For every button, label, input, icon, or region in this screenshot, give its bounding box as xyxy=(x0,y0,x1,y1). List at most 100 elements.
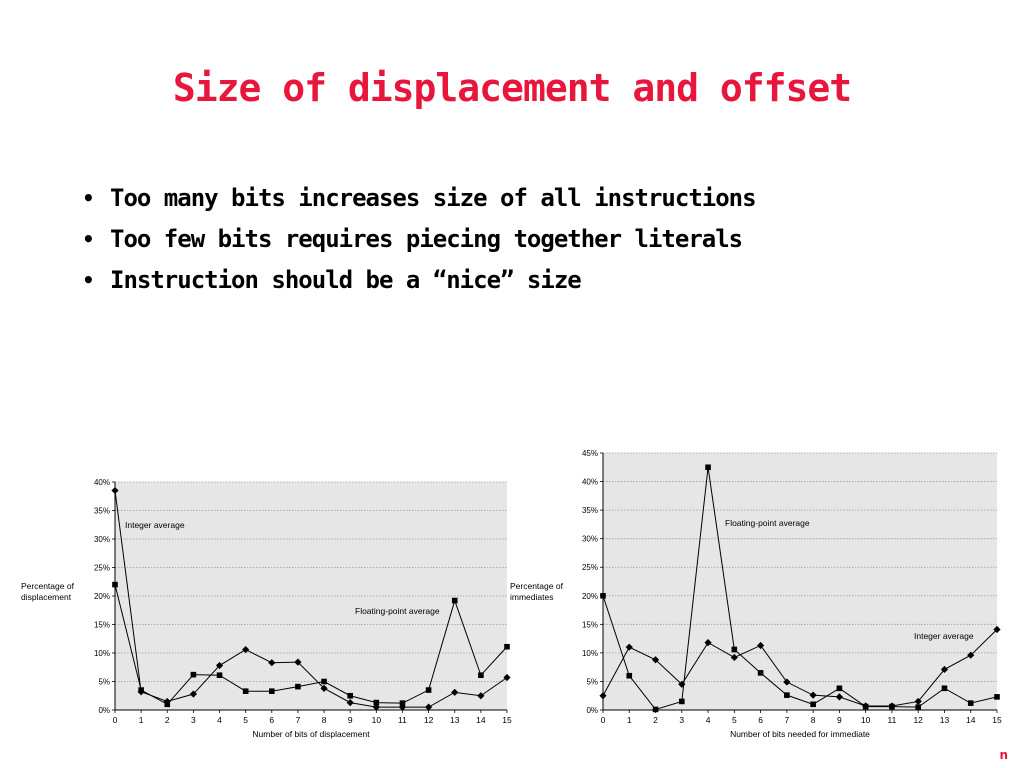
y-tick-label: 35% xyxy=(582,506,598,515)
x-tick-label: 1 xyxy=(627,715,632,725)
data-point-diamond xyxy=(398,703,407,711)
data-point-square xyxy=(347,692,353,699)
chart-1: 0%5%10%15%20%25%30%35%40%0 1 2 3 4 5 6 7 8 9 10 11 1… xyxy=(21,478,512,739)
y-tick-label: 15% xyxy=(94,621,110,630)
x-tick-label: 15 xyxy=(502,715,512,725)
y-axis-label-line: Percentage of xyxy=(510,581,564,591)
x-tick-label: 4 xyxy=(217,715,222,725)
x-tick-label: 14 xyxy=(476,715,486,725)
data-point-diamond xyxy=(783,678,791,686)
x-tick-label: 7 xyxy=(784,715,789,725)
data-point-diamond xyxy=(268,659,276,667)
series-line-1 xyxy=(114,490,508,708)
data-point-diamond xyxy=(503,673,511,682)
y-tick-label: 25% xyxy=(582,563,598,572)
data-point-square xyxy=(478,672,484,679)
y-tick-label: 20% xyxy=(582,592,598,601)
x-tick-label: 3 xyxy=(679,715,684,725)
x-tick-label: 5 xyxy=(732,715,737,725)
x-tick-label: 1 xyxy=(139,715,144,725)
x-tick-label: 5 xyxy=(243,715,248,725)
y-tick-label: 35% xyxy=(94,507,110,516)
data-point-square xyxy=(269,688,275,694)
x-tick-label: 10 xyxy=(861,715,871,725)
data-point-square xyxy=(425,687,432,693)
data-point-diamond xyxy=(967,651,975,659)
data-point-square xyxy=(915,704,921,710)
x-tick-label: 13 xyxy=(940,715,950,725)
y-tick-label: 40% xyxy=(582,478,598,487)
y-tick-label: 5% xyxy=(586,677,598,686)
data-point-diamond xyxy=(625,643,633,651)
x-tick-label: 10 xyxy=(372,715,382,725)
x-tick-label: 9 xyxy=(348,715,353,725)
bullet-list: • Too many bits increases size of all ins… xyxy=(82,178,757,301)
x-axis-label: Number of bits of displacement xyxy=(252,729,370,739)
bullet-text: Instruction should be a “nice” size xyxy=(110,266,582,294)
x-tick-label: 8 xyxy=(811,715,816,725)
y-axis-label: Percentage of displacement xyxy=(21,581,75,602)
data-point-diamond xyxy=(242,645,250,654)
y-tick-label: 45% xyxy=(582,449,598,458)
y-tick-label: 10% xyxy=(94,649,110,658)
plot-background xyxy=(603,453,997,710)
data-point-square xyxy=(810,701,816,708)
data-point-diamond xyxy=(372,703,380,711)
data-point-diamond xyxy=(346,698,354,707)
y-axis-label-line: immediates xyxy=(510,592,553,602)
bullet-item: • Too few bits requires piecing together … xyxy=(82,219,756,260)
data-point-diamond xyxy=(477,692,485,700)
y-tick-label: 5% xyxy=(98,678,110,687)
data-point-diamond xyxy=(320,684,328,692)
data-point-square xyxy=(600,592,606,599)
bullet-item: • Instruction should be a “nice” size xyxy=(82,260,756,301)
y-tick-label: 25% xyxy=(94,564,110,573)
data-point-square xyxy=(295,683,301,690)
data-point-diamond xyxy=(835,693,843,701)
x-tick-label: 0 xyxy=(601,715,606,725)
bullet-icon: • xyxy=(82,227,95,251)
data-point-square xyxy=(451,597,458,604)
x-tick-label: 7 xyxy=(296,715,301,725)
x-tick-label: 6 xyxy=(269,715,274,725)
series-line-1 xyxy=(602,467,998,711)
y-axis-label: Percentage of immediates xyxy=(510,581,564,602)
data-point-square xyxy=(941,685,948,692)
data-point-diamond xyxy=(451,688,459,696)
data-point-square xyxy=(321,678,327,685)
data-point-diamond xyxy=(111,486,119,495)
data-point-diamond xyxy=(940,665,949,674)
data-point-diamond xyxy=(678,680,686,688)
data-point-diamond xyxy=(294,658,302,666)
x-tick-label: 14 xyxy=(966,715,976,725)
x-tick-label: 15 xyxy=(992,715,1002,725)
x-tick-label: 2 xyxy=(165,715,170,725)
y-tick-label: 10% xyxy=(582,649,598,658)
data-point-square xyxy=(731,646,738,653)
data-point-diamond xyxy=(914,697,922,706)
data-point-diamond xyxy=(189,690,197,698)
series-label: Floating-point average xyxy=(355,606,440,616)
series-line-2 xyxy=(114,584,508,705)
y-axis-label-line: Percentage of xyxy=(21,581,75,591)
data-point-square xyxy=(836,685,843,692)
series-line-2 xyxy=(602,629,998,707)
x-tick-label: 9 xyxy=(837,715,842,725)
x-tick-label: 4 xyxy=(706,715,711,725)
series-label: Floating-point average xyxy=(725,518,810,528)
y-tick-label: 15% xyxy=(582,620,598,629)
bullet-text: Too many bits increases size of all inst… xyxy=(110,184,757,212)
data-point-square xyxy=(626,672,633,679)
x-tick-label: 12 xyxy=(913,715,923,725)
x-tick-label: 3 xyxy=(191,715,196,725)
data-point-diamond xyxy=(704,639,712,647)
data-point-diamond xyxy=(651,656,660,664)
x-tick-label: 11 xyxy=(398,715,407,725)
y-axis-label-line: displacement xyxy=(21,592,72,602)
y-tick-label: 20% xyxy=(94,592,110,601)
slide-title: Size of displacement and offset xyxy=(172,66,852,110)
x-tick-label: 13 xyxy=(450,715,460,725)
y-tick-label: 0% xyxy=(98,706,110,715)
bullet-icon: • xyxy=(82,186,95,210)
series-label: Integer average xyxy=(914,631,974,641)
